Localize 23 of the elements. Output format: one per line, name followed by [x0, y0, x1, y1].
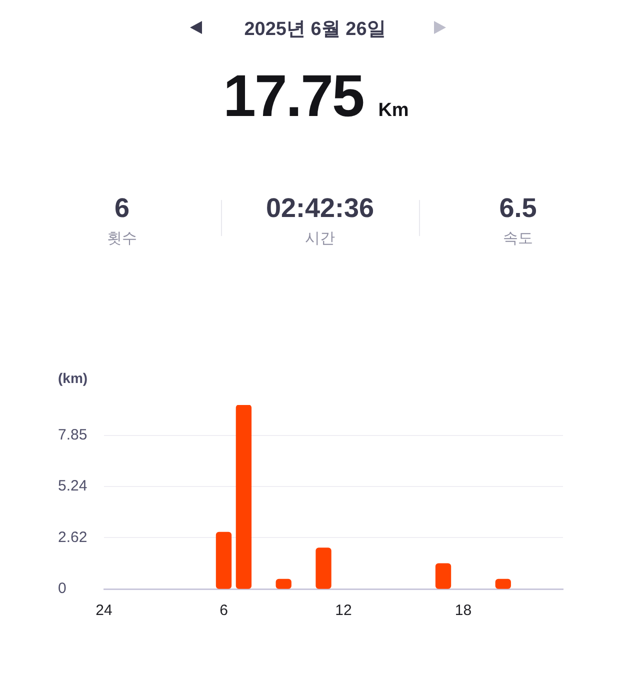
text: 시간	[304, 229, 336, 248]
y-tick-label: 2.62	[58, 528, 88, 546]
bar	[276, 578, 292, 589]
bar	[236, 405, 252, 589]
chart-title: 2025년 6월 26일	[243, 18, 387, 42]
y-tick-label: 5.24	[58, 478, 88, 495]
text: 6.5	[498, 193, 538, 224]
x-tick-label: 24	[96, 602, 112, 620]
bar	[216, 532, 232, 589]
bar	[316, 548, 332, 589]
text: 속도	[502, 229, 534, 248]
y-tick-label: 7.85	[58, 426, 88, 444]
chart-subtitle: 17.75 Km	[223, 62, 409, 130]
text: 6	[113, 193, 131, 224]
bar	[495, 578, 511, 589]
x-tick-label: 6	[220, 602, 228, 620]
x-tick-label: 18	[454, 602, 472, 620]
bar	[435, 563, 452, 589]
text: 02:42:36	[264, 193, 376, 224]
text: 횟수	[106, 229, 138, 248]
y-tick-label: 0	[58, 580, 66, 598]
y-axis-title: (km)	[58, 370, 88, 386]
x-tick-label: 12	[335, 602, 352, 620]
